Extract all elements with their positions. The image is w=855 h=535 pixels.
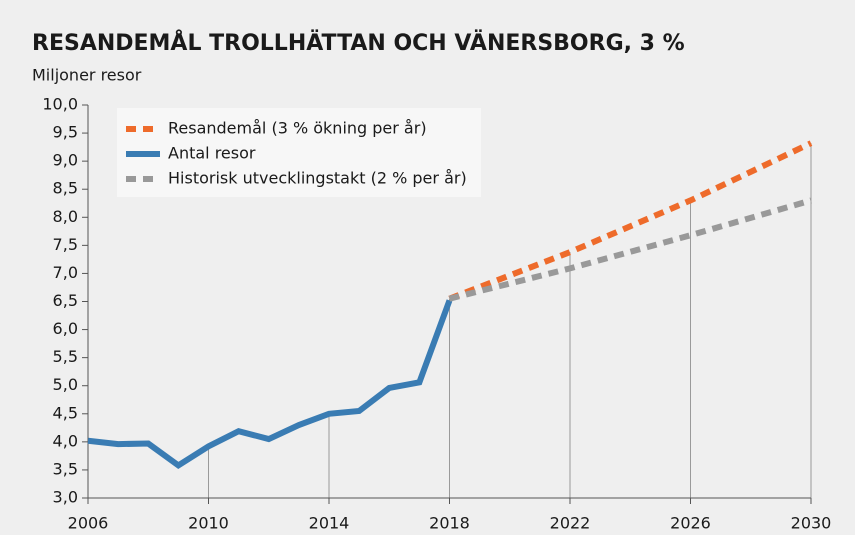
y-tick-label: 3,0 [53,488,78,507]
y-tick-label: 7,5 [53,235,78,254]
series-line [448,140,813,302]
y-tick-label: 10,0 [42,95,78,114]
legend-label: Historisk utvecklingstakt (2 % per år) [168,169,467,188]
y-tick-label: 5,0 [53,375,78,394]
chart-title: RESANDEMÅL TROLLHÄTTAN OCH VÄNERSBORG, 3… [32,30,685,56]
legend-box [117,108,481,197]
legend-label: Resandemål (3 % ökning per år) [168,119,427,138]
y-tick-label: 9,5 [53,123,78,142]
y-tick-label: 6,0 [53,319,78,338]
y-tick-label: 8,5 [53,179,78,198]
y-tick-label: 6,5 [53,291,78,310]
y-tick-label: 4,5 [53,403,78,422]
x-tick-label: 2022 [550,514,591,533]
x-tick-label: 2010 [188,514,229,533]
x-tick-label: 2006 [68,514,109,533]
y-tick-label: 9,0 [53,151,78,170]
y-tick-label: 4,0 [53,431,78,450]
y-tick-label: 8,0 [53,207,78,226]
y-tick-label: 3,5 [53,459,78,478]
series-line [448,197,812,302]
x-tick-label: 2026 [670,514,711,533]
y-tick-label: 5,5 [53,347,78,366]
series-line [87,299,453,470]
legend-label: Antal resor [168,144,256,163]
x-tick-label: 2014 [309,514,350,533]
x-tick-label: 2018 [429,514,470,533]
y-tick-label: 7,0 [53,263,78,282]
x-tick-label: 2030 [791,514,832,533]
y-axis-label: Miljoner resor [32,66,142,85]
